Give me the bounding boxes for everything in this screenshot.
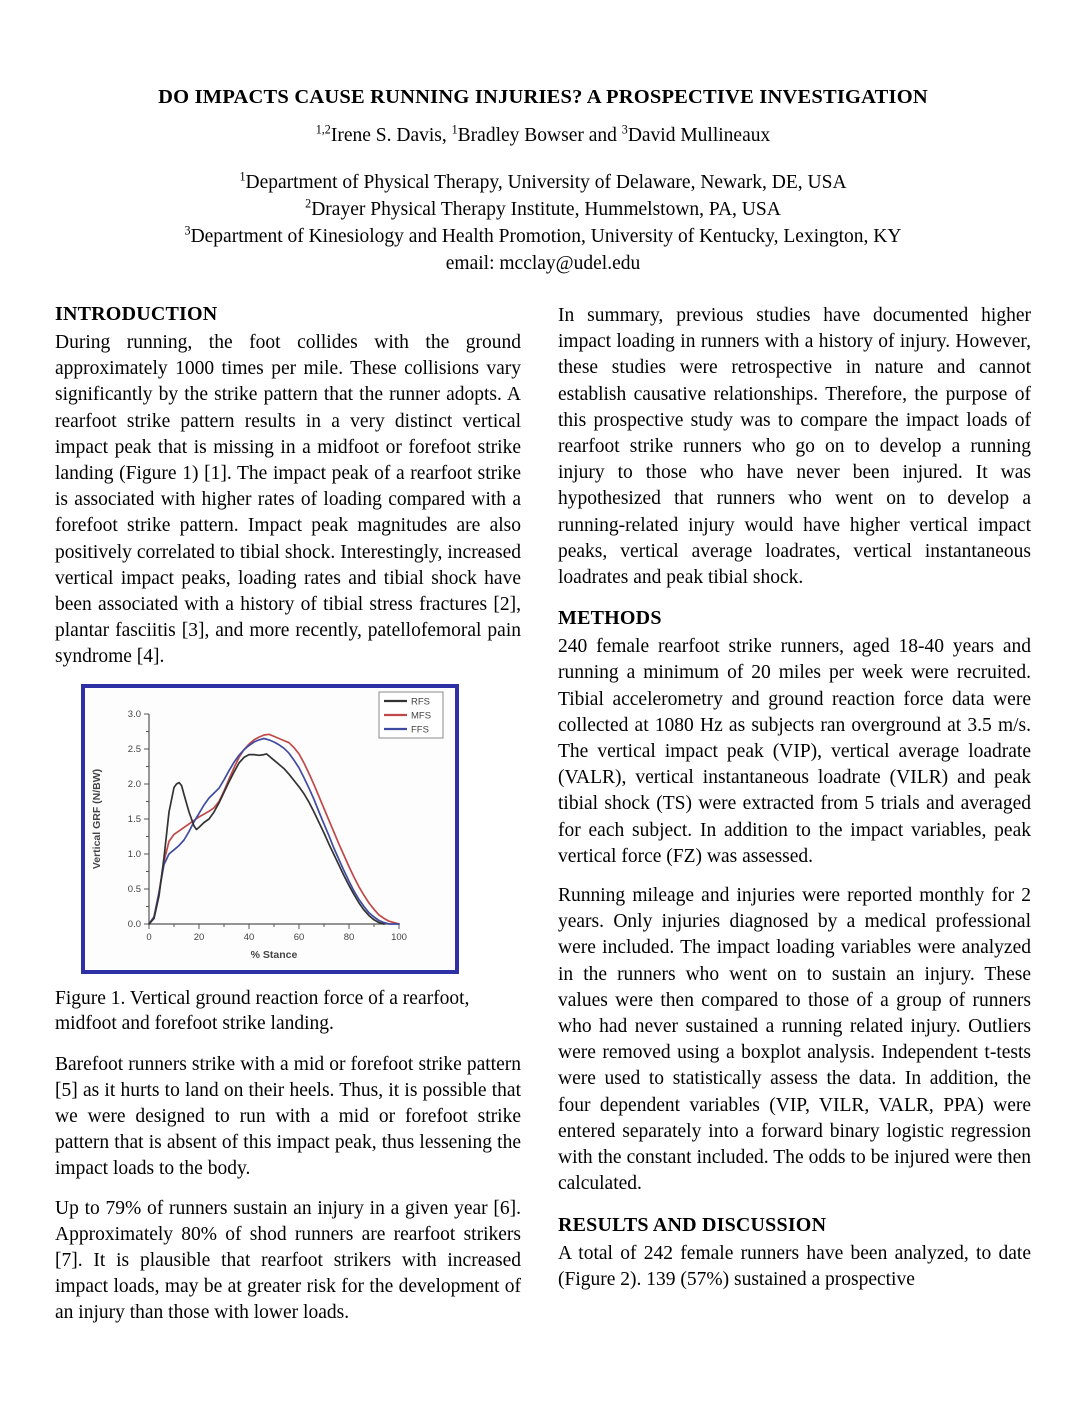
svg-text:% Stance: % Stance — [251, 949, 298, 961]
section-heading-results: RESULTS AND DISCUSSION — [558, 1213, 827, 1236]
author-affiliation-superscript: 3 — [621, 122, 628, 137]
svg-text:1.0: 1.0 — [128, 849, 141, 860]
svg-text:0: 0 — [146, 932, 151, 943]
affiliation-superscript: 2 — [305, 196, 312, 211]
author-line: 1,2Irene S. Davis, 1Bradley Bowser and 3… — [315, 122, 771, 146]
paper-header: DO IMPACTS CAUSE RUNNING INJURIES? A PRO… — [55, 86, 1031, 277]
svg-text:0.0: 0.0 — [128, 919, 141, 930]
right-column: In summary, previous studies have docume… — [558, 303, 1031, 1340]
email-line: email: mcclay@udel.edu — [445, 253, 641, 274]
affiliation-superscript: 1 — [239, 169, 246, 184]
svg-text:1.5: 1.5 — [128, 814, 141, 825]
svg-text:MFS: MFS — [411, 710, 431, 721]
svg-text:60: 60 — [294, 932, 305, 943]
svg-text:2.0: 2.0 — [128, 779, 141, 790]
intro-paragraph: During running, the foot collides with t… — [55, 332, 521, 668]
monitoring-paragraph: Running mileage and injuries were report… — [558, 885, 1031, 1195]
injury-rate-paragraph: Up to 79% of runners sustain an injury i… — [55, 1197, 521, 1324]
svg-text:80: 80 — [344, 932, 355, 943]
affiliation-line: 1Department of Physical Therapy, Univers… — [239, 169, 847, 193]
author-affiliation-superscript: 1,2 — [315, 122, 331, 137]
results-paragraph: A total of 242 female runners have been … — [558, 1242, 1031, 1290]
figure-1: 0 20 40 60 80 100 0.0 0.5 1.0 1.5 2.0 2.5 3.0 % Stanc… — [81, 683, 459, 974]
svg-text:0.5: 0.5 — [128, 884, 141, 895]
svg-text:Vertical GRF (N/BW): Vertical GRF (N/BW) — [91, 768, 103, 868]
two-column-body: INTRODUCTION During running, the foot co… — [55, 303, 1031, 1340]
svg-text:40: 40 — [244, 932, 255, 943]
affiliations: 1Department of Physical Therapy, Univers… — [55, 169, 1031, 250]
author-affiliation-superscript: 1 — [451, 122, 458, 137]
svg-text:100: 100 — [391, 932, 407, 943]
figure-1-caption: Figure 1. Vertical ground reaction force… — [55, 987, 470, 1034]
section-heading-methods: METHODS — [558, 607, 662, 630]
summary-paragraph: In summary, previous studies have docume… — [558, 305, 1031, 589]
left-column: INTRODUCTION During running, the foot co… — [55, 303, 521, 1340]
svg-text:20: 20 — [194, 932, 205, 943]
methods-paragraph: 240 female rearfoot strike runners, aged… — [558, 636, 1031, 867]
svg-text:2.5: 2.5 — [128, 744, 141, 755]
barefoot-paragraph: Barefoot runners strike with a mid or fo… — [55, 1053, 521, 1180]
section-heading-introduction: INTRODUCTION — [55, 303, 218, 325]
svg-text:RFS: RFS — [411, 696, 430, 707]
affiliation-line: 3Department of Kinesiology and Health Pr… — [184, 223, 902, 247]
svg-text:3.0: 3.0 — [128, 709, 141, 720]
svg-text:FFS: FFS — [411, 724, 429, 735]
affiliation-superscript: 3 — [184, 223, 191, 238]
grf-line-chart: 0 20 40 60 80 100 0.0 0.5 1.0 1.5 2.0 2.5 3.0 % Stanc… — [91, 691, 444, 961]
page-title: DO IMPACTS CAUSE RUNNING INJURIES? A PRO… — [158, 86, 928, 108]
affiliation-line: 2Drayer Physical Therapy Institute, Humm… — [305, 196, 781, 220]
